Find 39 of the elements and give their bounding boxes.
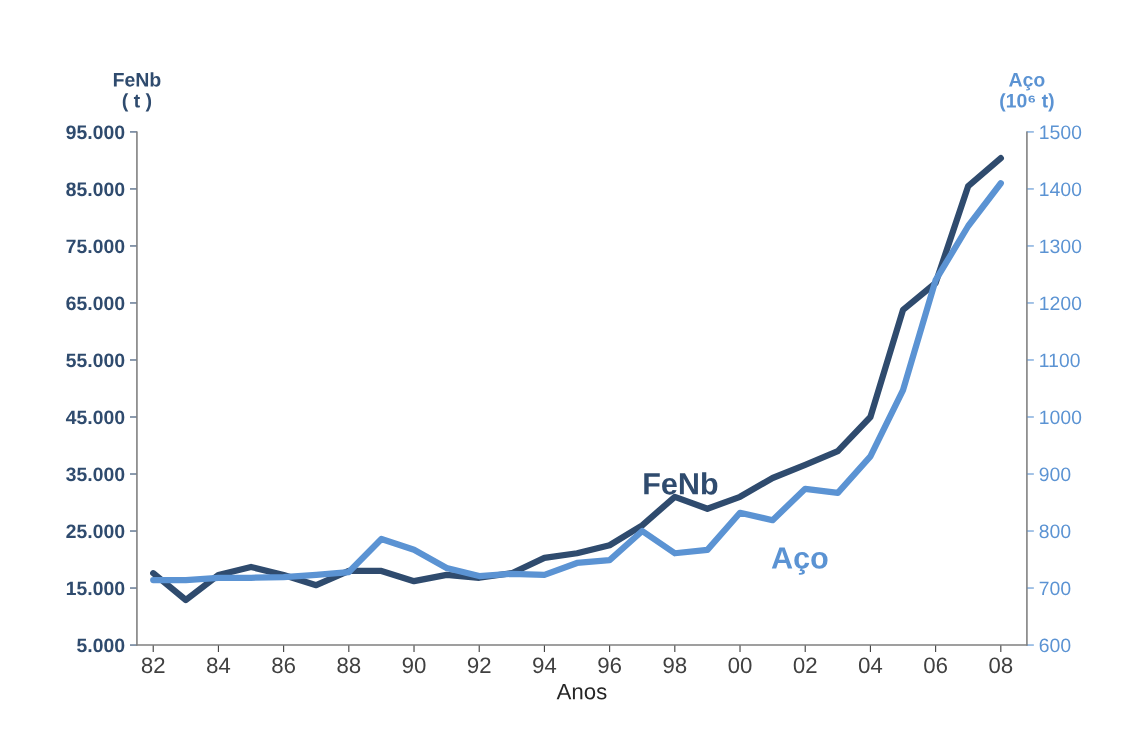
x-tick-label: 88 <box>337 657 361 674</box>
y-tick-label: 15.000 <box>66 581 125 596</box>
y2-tick-label: 800 <box>1039 524 1071 539</box>
y2-tick-label: 900 <box>1039 467 1071 482</box>
y2-tick-label: 1200 <box>1040 296 1082 311</box>
x-tick-label: 92 <box>467 657 491 674</box>
y2-tick-label: 700 <box>1039 581 1071 596</box>
y-tick-label: 55.000 <box>66 353 125 368</box>
y2-tick-label: 1500 <box>1040 125 1082 140</box>
x-tick-label: 98 <box>663 657 687 674</box>
y-tick-label: 5.000 <box>77 638 125 653</box>
y-tick-label: 45.000 <box>65 410 125 425</box>
y-tick-label: 95.000 <box>66 125 125 140</box>
x-tick-label: 86 <box>272 657 295 674</box>
y-tick-label: 35.000 <box>66 467 125 482</box>
x-tick-label: 90 <box>402 657 426 674</box>
x-tick-label: 96 <box>598 657 621 674</box>
x-axis-title: Anos <box>556 683 607 700</box>
y2-axis-title: Aço (10⁶ t) <box>1000 73 1054 112</box>
x-tick-label: 82 <box>141 657 165 674</box>
x-tick-label: 04 <box>858 657 883 674</box>
x-tick-label: 02 <box>793 657 817 674</box>
y2-tick-label: 1100 <box>1040 353 1080 368</box>
y2-tick-label: 1400 <box>1040 182 1082 197</box>
y-tick-label: 85.000 <box>66 182 125 197</box>
series-label: FeNb <box>644 472 718 495</box>
x-tick-label: 00 <box>728 657 752 674</box>
x-tick-label: 06 <box>924 657 947 674</box>
x-tick-label: 84 <box>207 657 231 674</box>
x-tick-label: 94 <box>533 657 557 674</box>
y-tick-label: 75.000 <box>66 239 125 254</box>
series-label: Aço <box>771 547 828 575</box>
x-tick-label: 08 <box>989 657 1013 674</box>
y2-tick-label: 1000 <box>1040 410 1082 425</box>
y-tick-label: 25.000 <box>66 524 125 539</box>
y2-tick-label: 1300 <box>1040 239 1082 254</box>
y-axis-title: FeNb ( t ) <box>113 72 161 112</box>
y-tick-label: 65.000 <box>66 296 125 311</box>
y2-tick-label: 600 <box>1039 638 1071 653</box>
